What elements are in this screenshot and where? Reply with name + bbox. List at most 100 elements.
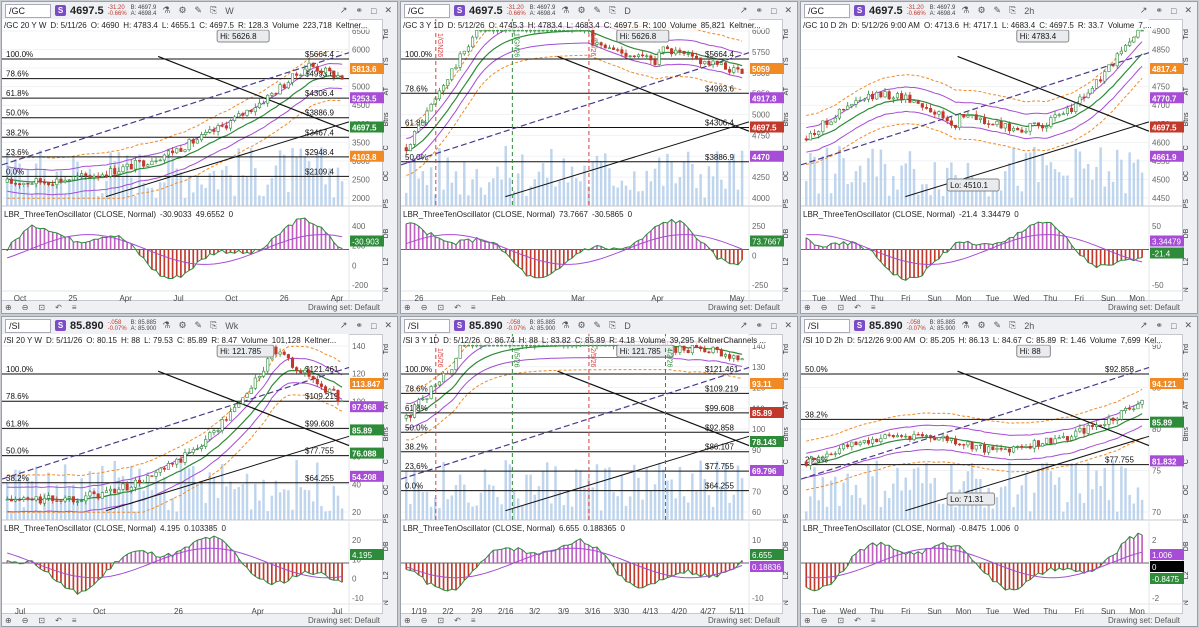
side-tab-oc[interactable]: OC [783, 484, 790, 496]
side-tab-c[interactable]: C [383, 459, 390, 465]
side-tab-trd[interactable]: Trd [1183, 29, 1190, 40]
undo-icon[interactable]: ↶ [55, 615, 62, 625]
side-tab-btns[interactable]: Btns [783, 426, 790, 441]
side-tab-at[interactable]: AT [1183, 401, 1190, 410]
timeframe-button[interactable]: W [225, 5, 234, 16]
menu-icon[interactable]: ≡ [870, 302, 876, 312]
side-tab-oc[interactable]: OC [1183, 170, 1190, 182]
maximize-icon[interactable]: □ [371, 5, 377, 16]
maximize-icon[interactable]: □ [1171, 5, 1177, 16]
undo-icon[interactable]: ↶ [55, 302, 62, 312]
zoom-out-icon[interactable]: ⊖ [21, 302, 29, 312]
side-tab-btns[interactable]: Btns [383, 426, 390, 441]
side-tab-ps[interactable]: PS [1183, 513, 1190, 523]
side-tab-db[interactable]: DB [1183, 541, 1190, 552]
side-tab-ts[interactable]: TS [1183, 58, 1190, 68]
side-tab-db[interactable]: DB [783, 541, 790, 552]
link-icon[interactable]: ⚭ [1155, 320, 1164, 330]
symbol-input[interactable]: /SI [804, 318, 850, 333]
side-tab-ps[interactable]: PS [383, 513, 390, 523]
fit-icon[interactable]: ⊡ [38, 302, 46, 312]
menu-icon[interactable]: ≡ [870, 615, 876, 625]
side-tab-c[interactable]: C [783, 145, 790, 151]
maximize-icon[interactable]: □ [771, 320, 777, 331]
side-tab-ps[interactable]: PS [383, 199, 390, 210]
gear-icon[interactable]: ⚙ [178, 320, 187, 330]
menu-icon[interactable]: ≡ [470, 615, 476, 625]
side-tab-l2[interactable]: L2 [1183, 570, 1190, 579]
flask-icon[interactable]: ⚗ [162, 320, 171, 330]
side-tab-l2[interactable]: L2 [383, 257, 390, 266]
symbol-input[interactable]: /GC [804, 3, 850, 18]
study-icon[interactable]: S [55, 320, 66, 331]
gear-icon[interactable]: ⚙ [577, 320, 586, 330]
menu-icon[interactable]: ≡ [71, 615, 77, 625]
gear-icon[interactable]: ⚙ [977, 320, 986, 330]
drawing-set-label[interactable]: Drawing set: Default [307, 615, 380, 625]
side-tab-c[interactable]: C [1183, 145, 1190, 151]
pencil-icon[interactable]: ✎ [593, 5, 602, 15]
copy-icon[interactable]: ⎘ [210, 5, 218, 15]
zoom-out-icon[interactable]: ⊖ [21, 615, 29, 625]
drawing-set-label[interactable]: Drawing set: Default [1107, 302, 1180, 312]
fit-icon[interactable]: ⊡ [38, 615, 46, 625]
side-tab-ps[interactable]: PS [783, 199, 790, 210]
study-icon[interactable]: S [55, 5, 66, 16]
fit-icon[interactable]: ⊡ [437, 302, 445, 312]
zoom-in-icon[interactable]: ⊕ [804, 615, 811, 625]
side-tab-n[interactable]: N [783, 287, 790, 293]
pencil-icon[interactable]: ✎ [593, 320, 602, 330]
side-tab-ts[interactable]: TS [383, 372, 390, 382]
side-tab-at[interactable]: AT [783, 401, 790, 410]
undo-icon[interactable]: ↶ [854, 302, 861, 312]
pencil-icon[interactable]: ✎ [993, 320, 1002, 330]
share-icon[interactable]: ↗ [339, 320, 348, 330]
share-icon[interactable]: ↗ [1139, 320, 1148, 330]
side-tab-oc[interactable]: OC [383, 484, 390, 496]
flask-icon[interactable]: ⚗ [961, 5, 970, 15]
side-tab-db[interactable]: DB [1183, 228, 1190, 238]
study-icon[interactable]: S [854, 320, 865, 331]
fit-icon[interactable]: ⊡ [437, 615, 445, 625]
close-icon[interactable]: ✕ [784, 5, 792, 15]
side-tab-l2[interactable]: L2 [783, 257, 790, 266]
timeframe-button[interactable]: 2h [1024, 320, 1035, 331]
zoom-in-icon[interactable]: ⊕ [804, 302, 811, 312]
zoom-in-icon[interactable]: ⊕ [5, 302, 12, 312]
timeframe-button[interactable]: D [624, 320, 631, 331]
pencil-icon[interactable]: ✎ [194, 5, 203, 15]
side-tab-oc[interactable]: OC [383, 170, 390, 182]
pencil-icon[interactable]: ✎ [194, 320, 203, 330]
side-tab-trd[interactable]: Trd [783, 29, 790, 40]
zoom-out-icon[interactable]: ⊖ [820, 302, 828, 312]
flask-icon[interactable]: ⚗ [561, 5, 570, 15]
study-icon[interactable]: S [454, 320, 465, 331]
side-tab-c[interactable]: C [783, 459, 790, 465]
drawing-set-label[interactable]: Drawing set: Default [707, 302, 780, 312]
pencil-icon[interactable]: ✎ [993, 5, 1002, 15]
copy-icon[interactable]: ⎘ [1009, 320, 1017, 330]
zoom-out-icon[interactable]: ⊖ [820, 615, 828, 625]
share-icon[interactable]: ↗ [339, 5, 348, 15]
side-tab-ts[interactable]: TS [383, 58, 390, 68]
gear-icon[interactable]: ⚙ [577, 5, 586, 15]
maximize-icon[interactable]: □ [1171, 320, 1177, 331]
close-icon[interactable]: ✕ [384, 5, 392, 15]
side-tab-btns[interactable]: Btns [383, 112, 390, 127]
side-tab-btns[interactable]: Btns [1183, 426, 1190, 441]
study-icon[interactable]: S [454, 5, 465, 16]
side-tab-ps[interactable]: PS [1183, 199, 1190, 210]
side-tab-l2[interactable]: L2 [383, 570, 390, 579]
drawing-set-label[interactable]: Drawing set: Default [1107, 615, 1180, 625]
symbol-input[interactable]: /GC [5, 3, 51, 18]
flask-icon[interactable]: ⚗ [162, 5, 171, 15]
undo-icon[interactable]: ↶ [854, 615, 861, 625]
flask-icon[interactable]: ⚗ [561, 320, 570, 330]
share-icon[interactable]: ↗ [739, 5, 748, 15]
side-tab-n[interactable]: N [783, 600, 790, 606]
side-tab-c[interactable]: C [1183, 459, 1190, 465]
maximize-icon[interactable]: □ [771, 5, 777, 16]
side-tab-ts[interactable]: TS [783, 372, 790, 382]
timeframe-button[interactable]: 2h [1024, 5, 1035, 16]
gear-icon[interactable]: ⚙ [178, 5, 187, 15]
